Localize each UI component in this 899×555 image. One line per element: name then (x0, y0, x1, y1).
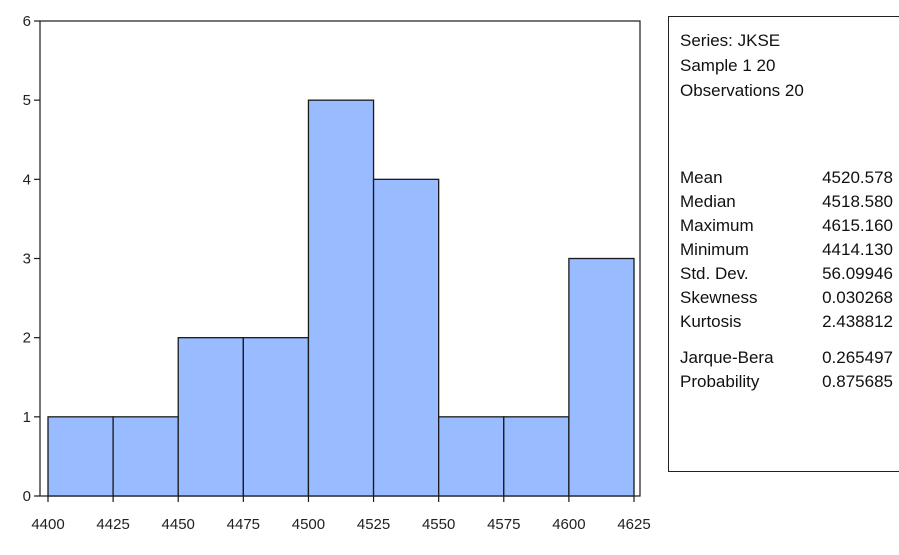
stat-value: 4518.580 (822, 192, 893, 211)
y-tick-label: 3 (23, 251, 31, 268)
stats-header: Series: JKSE Sample 1 20 Observations 20 (680, 28, 804, 103)
y-tick-label: 6 (23, 13, 31, 30)
observations-label: Observations 20 (680, 81, 804, 100)
stat-value: 56.09946 (822, 264, 893, 283)
histogram-bar (47, 416, 114, 497)
x-tick-label: 4400 (31, 516, 64, 533)
stat-value: 0.030268 (822, 288, 893, 307)
y-tick-label: 1 (23, 409, 31, 426)
stat-row: Skewness 0.030268 (680, 286, 893, 310)
stat-name: Probability (680, 372, 760, 391)
histogram-bar (372, 178, 440, 497)
x-tick-label: 4425 (96, 516, 129, 533)
stat-value: 4615.160 (822, 216, 893, 235)
stat-name: Skewness (680, 288, 758, 307)
y-tick-label: 4 (23, 171, 31, 188)
stat-row: Maximum 4615.160 (680, 214, 893, 238)
stat-row: Minimum 4414.130 (680, 238, 893, 262)
sample-label: Sample 1 20 (680, 56, 776, 75)
y-tick-label: 0 (23, 488, 31, 505)
stat-name: Std. Dev. (680, 264, 749, 283)
stat-name: Median (680, 192, 736, 211)
series-label: Series: JKSE (680, 31, 781, 50)
x-tick-label: 4525 (357, 516, 390, 533)
histogram-bar (438, 416, 505, 497)
stat-name: Maximum (680, 216, 754, 235)
stat-name: Minimum (680, 240, 749, 259)
stat-value: 4520.578 (822, 168, 893, 187)
x-tick-label: 4625 (617, 516, 650, 533)
x-tick-label: 4575 (487, 516, 520, 533)
stat-value: 0.265497 (822, 348, 893, 367)
histogram-bar (242, 337, 310, 497)
x-tick-label: 4475 (227, 516, 260, 533)
stat-name: Kurtosis (680, 312, 742, 331)
histogram-bar (177, 337, 244, 497)
histogram-bar (568, 257, 635, 497)
x-tick-label: 4600 (552, 516, 585, 533)
stat-value: 0.875685 (822, 372, 893, 391)
stat-row: Probability 0.875685 (680, 370, 893, 394)
descriptive-statistics-panel: Series: JKSE Sample 1 20 Observations 20… (668, 16, 899, 472)
stat-row: Kurtosis 2.438812 (680, 310, 893, 334)
histogram-chart: 0 1 2 3 4 5 6 4400 4425 4450 4475 4500 4525 4550 4575 4… (23, 13, 651, 533)
y-tick-label: 5 (23, 92, 31, 109)
stat-row: Std. Dev. 56.09946 (680, 262, 893, 286)
stat-row: Jarque-Bera 0.265497 (680, 346, 893, 370)
stat-value: 2.438812 (822, 312, 893, 331)
x-tick-label: 4450 (162, 516, 195, 533)
histogram-bar (503, 416, 570, 497)
x-tick-label: 4500 (292, 516, 325, 533)
stat-value: 4414.130 (822, 240, 893, 259)
histogram-bar (112, 416, 179, 497)
histogram-bar (307, 99, 375, 497)
stat-name: Mean (680, 168, 723, 187)
stat-row: Median 4518.580 (680, 190, 893, 214)
x-tick-label: 4550 (422, 516, 455, 533)
stat-row: Mean 4520.578 (680, 166, 893, 190)
y-tick-label: 2 (23, 330, 31, 347)
stat-name: Jarque-Bera (680, 348, 774, 367)
